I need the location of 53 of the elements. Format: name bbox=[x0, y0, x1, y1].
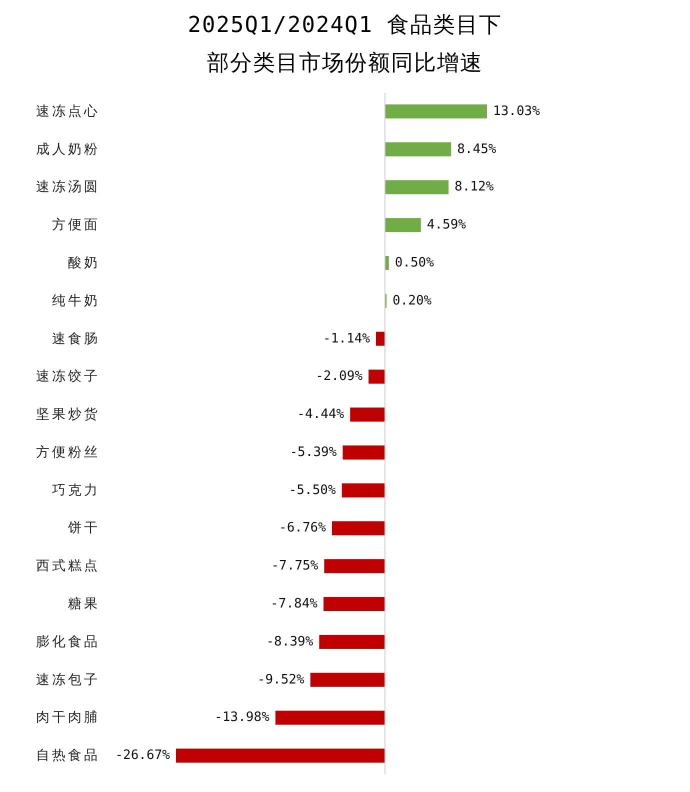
data-label: -7.84% bbox=[270, 596, 318, 612]
y-tick-label: 膨化食品 bbox=[36, 634, 100, 650]
y-tick-label: 成人奶粉 bbox=[36, 141, 100, 158]
chart-title: 2025Q1/2024Q1 食品类目下部分类目市场份额同比增速 bbox=[188, 13, 502, 76]
y-tick-label: 纯牛奶 bbox=[52, 292, 100, 309]
data-label: -26.67% bbox=[115, 748, 170, 764]
data-label: -7.75% bbox=[271, 558, 318, 574]
data-label: 8.12% bbox=[454, 180, 494, 195]
y-tick-label: 坚果炒货 bbox=[36, 406, 100, 423]
bar bbox=[342, 483, 385, 498]
y-tick-label: 饼干 bbox=[67, 520, 100, 536]
data-label: 0.50% bbox=[394, 255, 434, 270]
bar bbox=[310, 672, 385, 687]
bar bbox=[324, 559, 385, 574]
bar bbox=[384, 104, 487, 118]
y-tick-label: 方便面 bbox=[52, 217, 100, 234]
data-label: -5.39% bbox=[290, 444, 337, 460]
bar bbox=[176, 748, 385, 763]
data-label: 13.03% bbox=[493, 104, 540, 119]
data-label: 0.20% bbox=[392, 293, 432, 308]
bar bbox=[332, 521, 385, 536]
bar bbox=[384, 180, 449, 194]
y-tick-label: 肉干肉脯 bbox=[36, 710, 100, 726]
bar bbox=[350, 408, 385, 422]
y-tick-label: 西式糕点 bbox=[36, 558, 100, 574]
y-tick-label: 糖果 bbox=[68, 596, 100, 612]
data-label: 8.45% bbox=[457, 142, 496, 157]
y-tick-label: 方便粉丝 bbox=[36, 444, 100, 460]
bar bbox=[275, 710, 385, 725]
data-label: -5.50% bbox=[288, 482, 336, 498]
bar bbox=[368, 370, 385, 384]
y-tick-label: 速冻点心 bbox=[36, 103, 100, 120]
y-tick-label: 自热食品 bbox=[36, 748, 100, 764]
data-label: -2.09% bbox=[316, 369, 363, 384]
data-label: -1.14% bbox=[323, 331, 370, 346]
data-label: -13.98% bbox=[214, 710, 270, 726]
data-label: 4.59% bbox=[426, 218, 466, 233]
bar bbox=[384, 218, 421, 232]
data-label: -6.76% bbox=[279, 520, 326, 536]
y-tick-label: 速冻汤圆 bbox=[36, 179, 100, 196]
bar bbox=[376, 332, 385, 346]
y-tick-label: 速冻饺子 bbox=[36, 368, 100, 385]
y-tick-label: 酸奶 bbox=[68, 254, 100, 271]
y-tick-label: 速食肠 bbox=[52, 330, 100, 347]
bar bbox=[324, 597, 385, 612]
data-label: -8.39% bbox=[266, 634, 314, 650]
bar bbox=[319, 634, 385, 649]
data-label: -9.52% bbox=[257, 672, 305, 688]
bar bbox=[384, 142, 452, 156]
y-tick-label: 速冻包子 bbox=[36, 672, 100, 688]
y-tick-label: 巧克力 bbox=[52, 482, 100, 498]
bar bbox=[342, 445, 385, 460]
data-label: -4.44% bbox=[297, 407, 344, 422]
